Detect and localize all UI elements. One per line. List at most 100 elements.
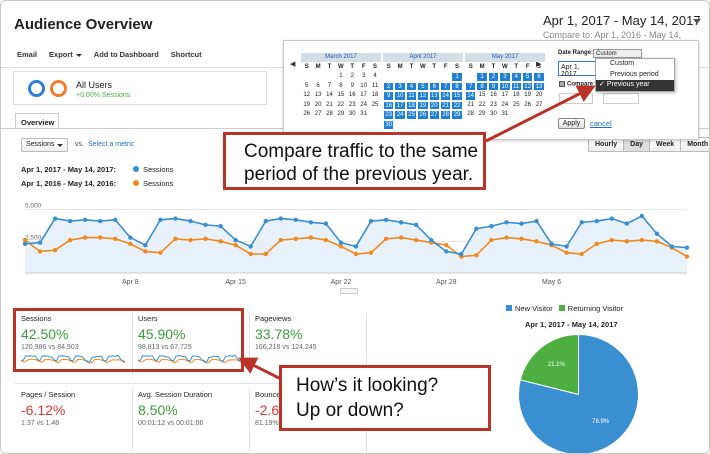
calendar-day[interactable]: 10 bbox=[499, 81, 511, 92]
calendar-day[interactable]: 24 bbox=[360, 101, 367, 108]
calendar-day[interactable]: 29 bbox=[337, 111, 345, 118]
export-button[interactable]: Export bbox=[49, 50, 82, 59]
calendar-day[interactable]: 1 bbox=[476, 72, 488, 82]
calendar-day[interactable]: 18 bbox=[512, 92, 520, 99]
calendar-day[interactable]: 27 bbox=[535, 101, 543, 108]
calendar-day[interactable]: 30 bbox=[348, 111, 356, 118]
calendar-day[interactable]: 17 bbox=[394, 100, 406, 111]
calendar-day[interactable]: 18 bbox=[371, 92, 379, 99]
calendar-day[interactable]: 12 bbox=[303, 92, 311, 99]
calendar-day[interactable]: 7 bbox=[439, 81, 452, 92]
calendar-day[interactable]: 19 bbox=[303, 101, 311, 108]
calendar-day[interactable]: 2 bbox=[487, 72, 500, 82]
calendar-day[interactable]: 21 bbox=[467, 101, 475, 108]
calendar-day[interactable]: 4 bbox=[373, 73, 377, 79]
calendar-day[interactable]: 22 bbox=[478, 101, 486, 108]
calendar-day[interactable]: 14 bbox=[326, 92, 333, 99]
shortcut-button[interactable]: Shortcut bbox=[170, 50, 202, 59]
calendar-day[interactable]: 31 bbox=[501, 111, 509, 118]
calendar-day[interactable]: 16 bbox=[490, 92, 497, 99]
calendar-day[interactable]: 20 bbox=[314, 101, 322, 108]
calendar-day[interactable]: 19 bbox=[524, 92, 531, 99]
calendar-day[interactable]: 28 bbox=[439, 110, 452, 120]
calendar-day[interactable]: 25 bbox=[405, 110, 418, 120]
calendar-day[interactable]: 17 bbox=[501, 92, 509, 99]
calendar-day[interactable]: 15 bbox=[451, 91, 463, 101]
calendar-day[interactable]: 20 bbox=[535, 92, 543, 99]
add-to-dashboard-button[interactable]: Add to Dashboard bbox=[93, 50, 159, 59]
next-month-icon[interactable]: ▶ bbox=[536, 61, 542, 68]
calendar-day[interactable]: 4 bbox=[510, 72, 522, 82]
calendar-day[interactable]: 13 bbox=[428, 91, 440, 101]
calendar-day[interactable]: 12 bbox=[417, 91, 429, 101]
calendar-day[interactable]: 12 bbox=[521, 81, 534, 92]
calendar-day[interactable]: 24 bbox=[394, 110, 406, 120]
calendar-day[interactable]: 7 bbox=[465, 81, 477, 92]
granularity-month[interactable]: Month bbox=[680, 138, 709, 151]
calendar-day[interactable]: 6 bbox=[428, 81, 440, 92]
calendar-day[interactable]: 13 bbox=[533, 81, 545, 92]
calendar-day[interactable]: 21 bbox=[439, 100, 452, 111]
calendar-day[interactable]: 24 bbox=[501, 101, 509, 108]
calendar-day[interactable]: 25 bbox=[512, 101, 520, 108]
metric-avg-session-duration[interactable]: Avg. Session Duration 8.50% 00:01:12 vs … bbox=[138, 390, 254, 427]
cancel-link[interactable]: cancel bbox=[590, 119, 612, 128]
calendar-day[interactable]: 8 bbox=[339, 82, 343, 89]
calendar-day[interactable]: 9 bbox=[383, 91, 395, 101]
granularity-week[interactable]: Week bbox=[649, 138, 681, 151]
metric-bounce-rate[interactable]: Bounce -2.6 81.19% bbox=[255, 390, 295, 427]
date-range-select[interactable]: Custom bbox=[593, 49, 642, 58]
metric-select[interactable]: Sessions bbox=[21, 138, 68, 152]
calendar-day[interactable]: 14 bbox=[439, 91, 452, 101]
calendar-day[interactable]: 13 bbox=[314, 92, 322, 99]
calendar-day[interactable]: 1 bbox=[451, 72, 463, 82]
chart-resize-handle[interactable] bbox=[340, 288, 358, 294]
calendar-day[interactable]: 6 bbox=[316, 82, 320, 89]
dropdown-option-previous-year[interactable]: ✓ Previous year bbox=[596, 80, 674, 91]
calendar-day[interactable]: 31 bbox=[360, 111, 367, 118]
calendar-day[interactable]: 25 bbox=[371, 101, 379, 108]
calendar-day[interactable]: 9 bbox=[487, 81, 500, 92]
calendar-day[interactable]: 26 bbox=[524, 101, 531, 108]
calendar-day[interactable]: 9 bbox=[350, 82, 354, 89]
dropdown-option-previous-period[interactable]: Previous period bbox=[610, 70, 659, 78]
calendar-day[interactable]: 5 bbox=[305, 82, 309, 89]
compare-checkbox[interactable]: Compare to bbox=[559, 81, 600, 88]
calendar-day[interactable]: 3 bbox=[361, 73, 366, 79]
select-metric-link[interactable]: Select a metric bbox=[88, 141, 135, 148]
calendar-day[interactable]: 29 bbox=[451, 110, 463, 120]
calendar-day[interactable]: 17 bbox=[360, 92, 367, 99]
calendar-day[interactable]: 10 bbox=[360, 82, 367, 89]
compare-end-input[interactable] bbox=[603, 93, 639, 104]
calendar-day[interactable]: 11 bbox=[371, 82, 379, 89]
calendar-day[interactable]: 28 bbox=[467, 111, 475, 118]
calendar-day[interactable]: 2 bbox=[383, 81, 395, 92]
tab-overview[interactable]: Overview bbox=[15, 113, 59, 129]
calendar-day[interactable]: 10 bbox=[394, 91, 406, 101]
calendar-day[interactable]: 20 bbox=[428, 100, 440, 111]
calendar-day[interactable]: 18 bbox=[405, 100, 418, 111]
calendar-day[interactable]: 23 bbox=[383, 110, 395, 120]
calendar-day[interactable]: 28 bbox=[326, 111, 333, 118]
calendar-day[interactable]: 8 bbox=[451, 81, 463, 92]
calendar-day[interactable]: 22 bbox=[451, 100, 463, 111]
calendar-day[interactable]: 16 bbox=[348, 92, 356, 99]
apply-button[interactable]: Apply bbox=[558, 118, 585, 129]
granularity-hourly[interactable]: Hourly bbox=[589, 138, 624, 151]
calendar-day[interactable]: 15 bbox=[478, 92, 486, 99]
metric-pages-per-session[interactable]: Pages / Session -6.12% 1.37 vs 1.46 bbox=[21, 390, 137, 427]
calendar-day[interactable]: 2 bbox=[350, 73, 354, 79]
prev-month-icon[interactable]: ◀ bbox=[290, 61, 296, 68]
granularity-day[interactable]: Day bbox=[623, 138, 650, 151]
calendar-day[interactable]: 3 bbox=[394, 81, 406, 92]
calendar-day[interactable]: 30 bbox=[383, 119, 395, 130]
calendar-day[interactable]: 14 bbox=[465, 91, 477, 101]
calendar-day[interactable]: 11 bbox=[405, 91, 418, 101]
email-button[interactable]: Email bbox=[17, 50, 38, 59]
calendar-day[interactable]: 6 bbox=[533, 72, 545, 82]
calendar-day[interactable]: 15 bbox=[337, 92, 345, 99]
calendar-day[interactable]: 11 bbox=[510, 81, 522, 92]
calendar-day[interactable]: 3 bbox=[499, 72, 511, 82]
calendar-day[interactable]: 26 bbox=[303, 111, 311, 118]
calendar-day[interactable]: 27 bbox=[428, 110, 440, 120]
